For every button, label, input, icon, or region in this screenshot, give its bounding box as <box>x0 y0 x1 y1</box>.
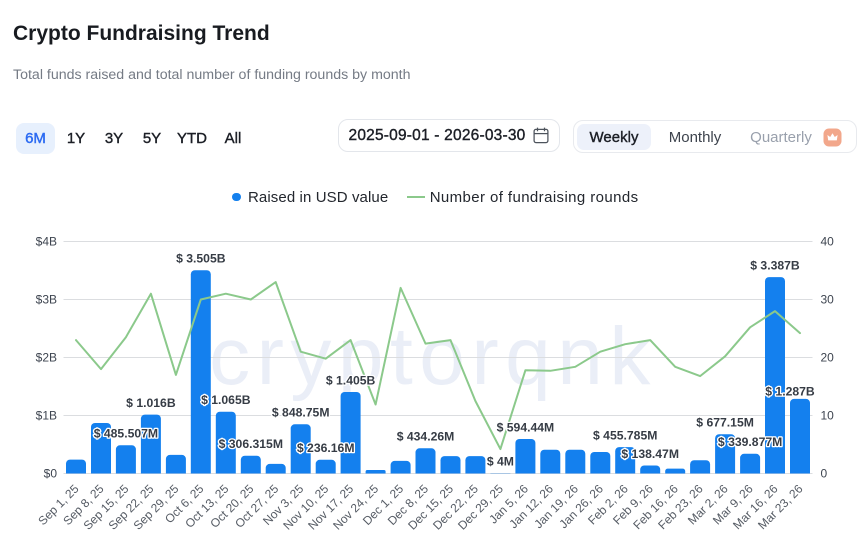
svg-text:$ 455.785M: $ 455.785M <box>593 429 657 443</box>
svg-text:$ 3.505B: $ 3.505B <box>176 252 226 266</box>
svg-text:$ 138.47M: $ 138.47M <box>621 447 679 461</box>
svg-text:$ 1.405B: $ 1.405B <box>326 373 376 387</box>
svg-text:$ 3.387B: $ 3.387B <box>750 259 800 273</box>
svg-text:10: 10 <box>821 409 835 423</box>
svg-text:$ 594.44M: $ 594.44M <box>497 420 555 434</box>
svg-text:$4B: $4B <box>36 235 57 249</box>
svg-text:$ 434.26M: $ 434.26M <box>397 430 455 444</box>
svg-text:$ 306.315M: $ 306.315M <box>219 437 283 451</box>
svg-text:40: 40 <box>821 235 835 249</box>
svg-text:$1B: $1B <box>36 409 57 423</box>
svg-text:$2B: $2B <box>36 351 57 365</box>
svg-text:20: 20 <box>821 351 835 365</box>
svg-text:30: 30 <box>821 293 835 307</box>
svg-text:$ 4M: $ 4M <box>487 455 514 469</box>
svg-text:$ 677.15M: $ 677.15M <box>696 416 754 430</box>
svg-text:$ 236.16M: $ 236.16M <box>297 441 355 455</box>
svg-text:0: 0 <box>821 467 828 481</box>
svg-text:cryptorqnk: cryptorqnk <box>209 311 657 402</box>
svg-text:$3B: $3B <box>36 293 57 307</box>
svg-text:$0: $0 <box>44 467 58 481</box>
svg-text:$ 339.877M: $ 339.877M <box>718 435 782 449</box>
svg-text:$ 1.016B: $ 1.016B <box>126 396 176 410</box>
svg-text:$ 1.065B: $ 1.065B <box>201 393 251 407</box>
svg-text:$ 485.507M: $ 485.507M <box>94 427 158 441</box>
svg-text:$ 1.287B: $ 1.287B <box>765 384 815 398</box>
svg-text:$ 848.75M: $ 848.75M <box>272 406 330 420</box>
